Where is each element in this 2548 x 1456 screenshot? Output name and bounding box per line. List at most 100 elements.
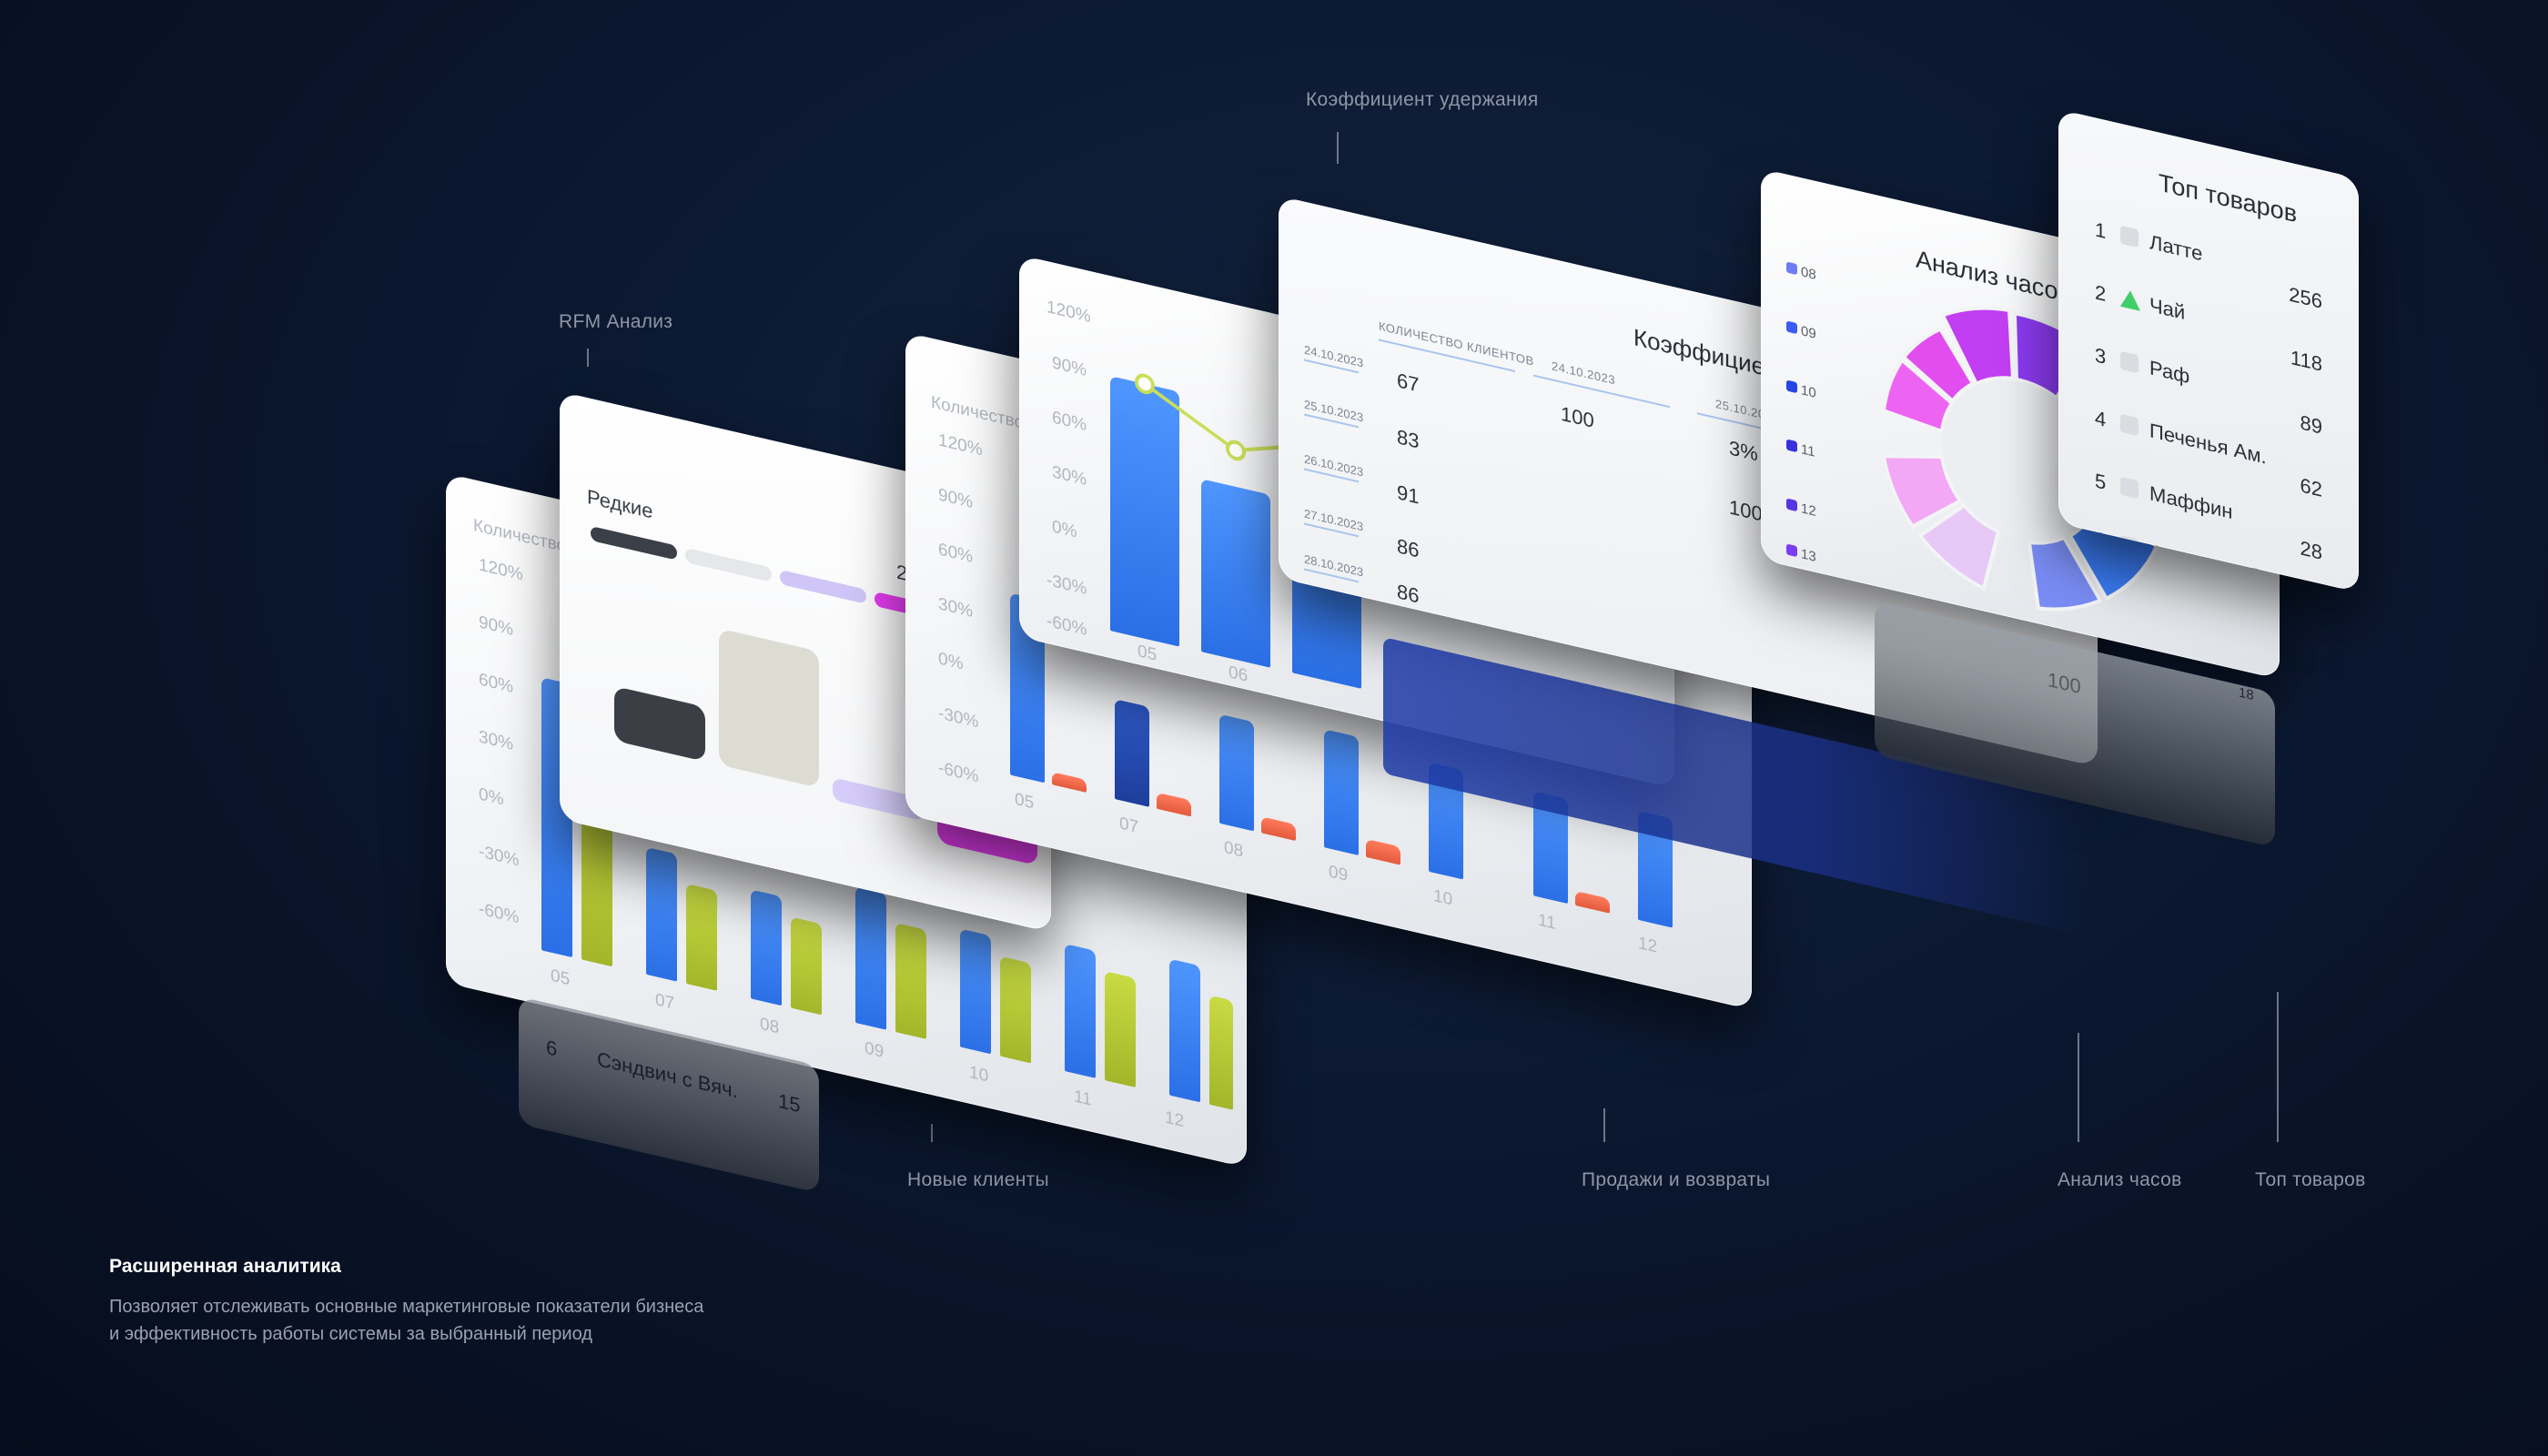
y-tick: 30% (938, 594, 974, 622)
trend-up-icon (2120, 288, 2140, 311)
y-tick: -60% (938, 758, 979, 787)
bar (1052, 772, 1087, 793)
callout-line-retention (1337, 132, 1339, 164)
row-count: 91 (1397, 480, 1420, 509)
bar (1115, 699, 1149, 807)
bar (1324, 729, 1359, 855)
item-rank: 1 (2095, 217, 2107, 244)
item-value: 256 (2289, 282, 2322, 313)
donut-segment (1881, 454, 1963, 530)
top-products-card[interactable]: Топ товаров 1 Латте 256 2 Чай 118 3 Раф … (2058, 109, 2359, 593)
legend-item: 12 (1786, 497, 1816, 520)
item-name: Чай (2149, 293, 2186, 325)
bar (1575, 890, 1610, 914)
row-count: 86 (1397, 534, 1420, 562)
legend-swatch (1786, 439, 1797, 453)
callout-line-sales-returns (1603, 1108, 1605, 1142)
x-tick: 08 (760, 1014, 780, 1038)
item-rank: 4 (2095, 406, 2107, 432)
y-tick: -30% (479, 842, 520, 871)
reflection-legend: 18 (2239, 684, 2254, 704)
legend-swatch (1786, 320, 1797, 335)
col3-value: 100 (1729, 495, 1763, 526)
x-tick: 11 (1074, 1087, 1092, 1110)
y-tick: 90% (1052, 353, 1087, 381)
callout-new-clients: Новые клиенты (907, 1169, 1049, 1190)
x-tick: 12 (1638, 933, 1658, 957)
square-marker-icon (2120, 476, 2138, 500)
feature-desc-line: Позволяет отслеживать основные маркетинг… (109, 1297, 704, 1317)
x-tick: 05 (551, 966, 571, 990)
bar (1157, 792, 1191, 817)
item-value: 118 (2290, 345, 2322, 376)
x-tick: 06 (1228, 662, 1249, 686)
y-tick: 0% (1052, 517, 1077, 542)
donut-segment (2027, 535, 2103, 612)
legend-item: 11 (1786, 438, 1815, 460)
y-tick: 30% (1052, 462, 1087, 490)
row-num: 6 (546, 1035, 558, 1061)
y-tick: 60% (1052, 408, 1087, 436)
callout-line-rfm (587, 349, 589, 367)
row-value: 15 (778, 1088, 801, 1117)
callout-sales-returns: Продажи и возвраты (1582, 1169, 1771, 1190)
bar (1000, 956, 1031, 1064)
square-marker-icon (2120, 350, 2138, 374)
y-tick: 90% (479, 612, 514, 641)
bar (1209, 995, 1233, 1110)
legend-swatch (1786, 261, 1797, 276)
feature-description: Позволяет отслеживать основные маркетинг… (109, 1293, 928, 1348)
y-tick: 60% (938, 540, 974, 568)
legend-label: 11 (1801, 441, 1815, 460)
legend-item: 10 (1786, 379, 1816, 401)
legend-item: 08 (1786, 260, 1816, 283)
bar (751, 889, 782, 1006)
rfm-block-dark (614, 685, 705, 762)
bar (1105, 971, 1136, 1087)
item-rank: 2 (2095, 280, 2107, 307)
item-rank: 5 (2095, 469, 2107, 495)
bar (1169, 958, 1200, 1103)
reflection-value: 100 (2048, 667, 2081, 699)
row-count: 67 (1397, 369, 1420, 397)
bar (1219, 713, 1254, 832)
bar (791, 916, 822, 1016)
bar (855, 885, 886, 1030)
x-tick: 09 (864, 1038, 885, 1063)
item-value: 28 (2300, 536, 2322, 564)
square-marker-icon (2120, 225, 2138, 248)
square-marker-icon (2120, 413, 2138, 437)
y-tick: 120% (479, 555, 523, 585)
donut-segment (1940, 306, 2016, 387)
col2-value: 100 (1561, 401, 1594, 433)
item-name: Раф (2149, 356, 2190, 389)
feature-title: Расширенная аналитика (109, 1256, 341, 1277)
y-tick: 30% (479, 727, 514, 755)
item-name: Латте (2149, 230, 2203, 266)
legend-item: 09 (1786, 319, 1816, 342)
card-title: Количество (473, 515, 567, 557)
bar (960, 928, 991, 1055)
card-title: Количество (931, 392, 1025, 434)
item-value: 89 (2300, 410, 2322, 439)
bar (1065, 943, 1096, 1078)
rfm-block-beige (719, 628, 819, 788)
y-tick: -60% (479, 899, 520, 928)
callout-rfm: RFM Анализ (559, 311, 673, 332)
legend-label: 10 (1801, 382, 1816, 402)
row-name: Сэндвич с Вяч. (597, 1046, 738, 1103)
x-tick: 05 (1138, 642, 1158, 665)
legend-swatch (1786, 543, 1797, 558)
legend-label: 13 (1801, 546, 1816, 566)
bar (1261, 816, 1296, 842)
callout-line-top-products (2277, 992, 2279, 1142)
x-tick: 09 (1329, 862, 1349, 886)
x-tick: 07 (655, 990, 675, 1014)
legend-label: 08 (1801, 264, 1816, 284)
y-tick: 90% (938, 485, 974, 513)
callout-retention: Коэффициент удержания (1306, 89, 1539, 110)
x-tick: 05 (1015, 789, 1035, 814)
y-tick: 120% (1046, 297, 1091, 328)
row-count: 83 (1397, 425, 1420, 453)
item-rank: 3 (2095, 343, 2107, 369)
